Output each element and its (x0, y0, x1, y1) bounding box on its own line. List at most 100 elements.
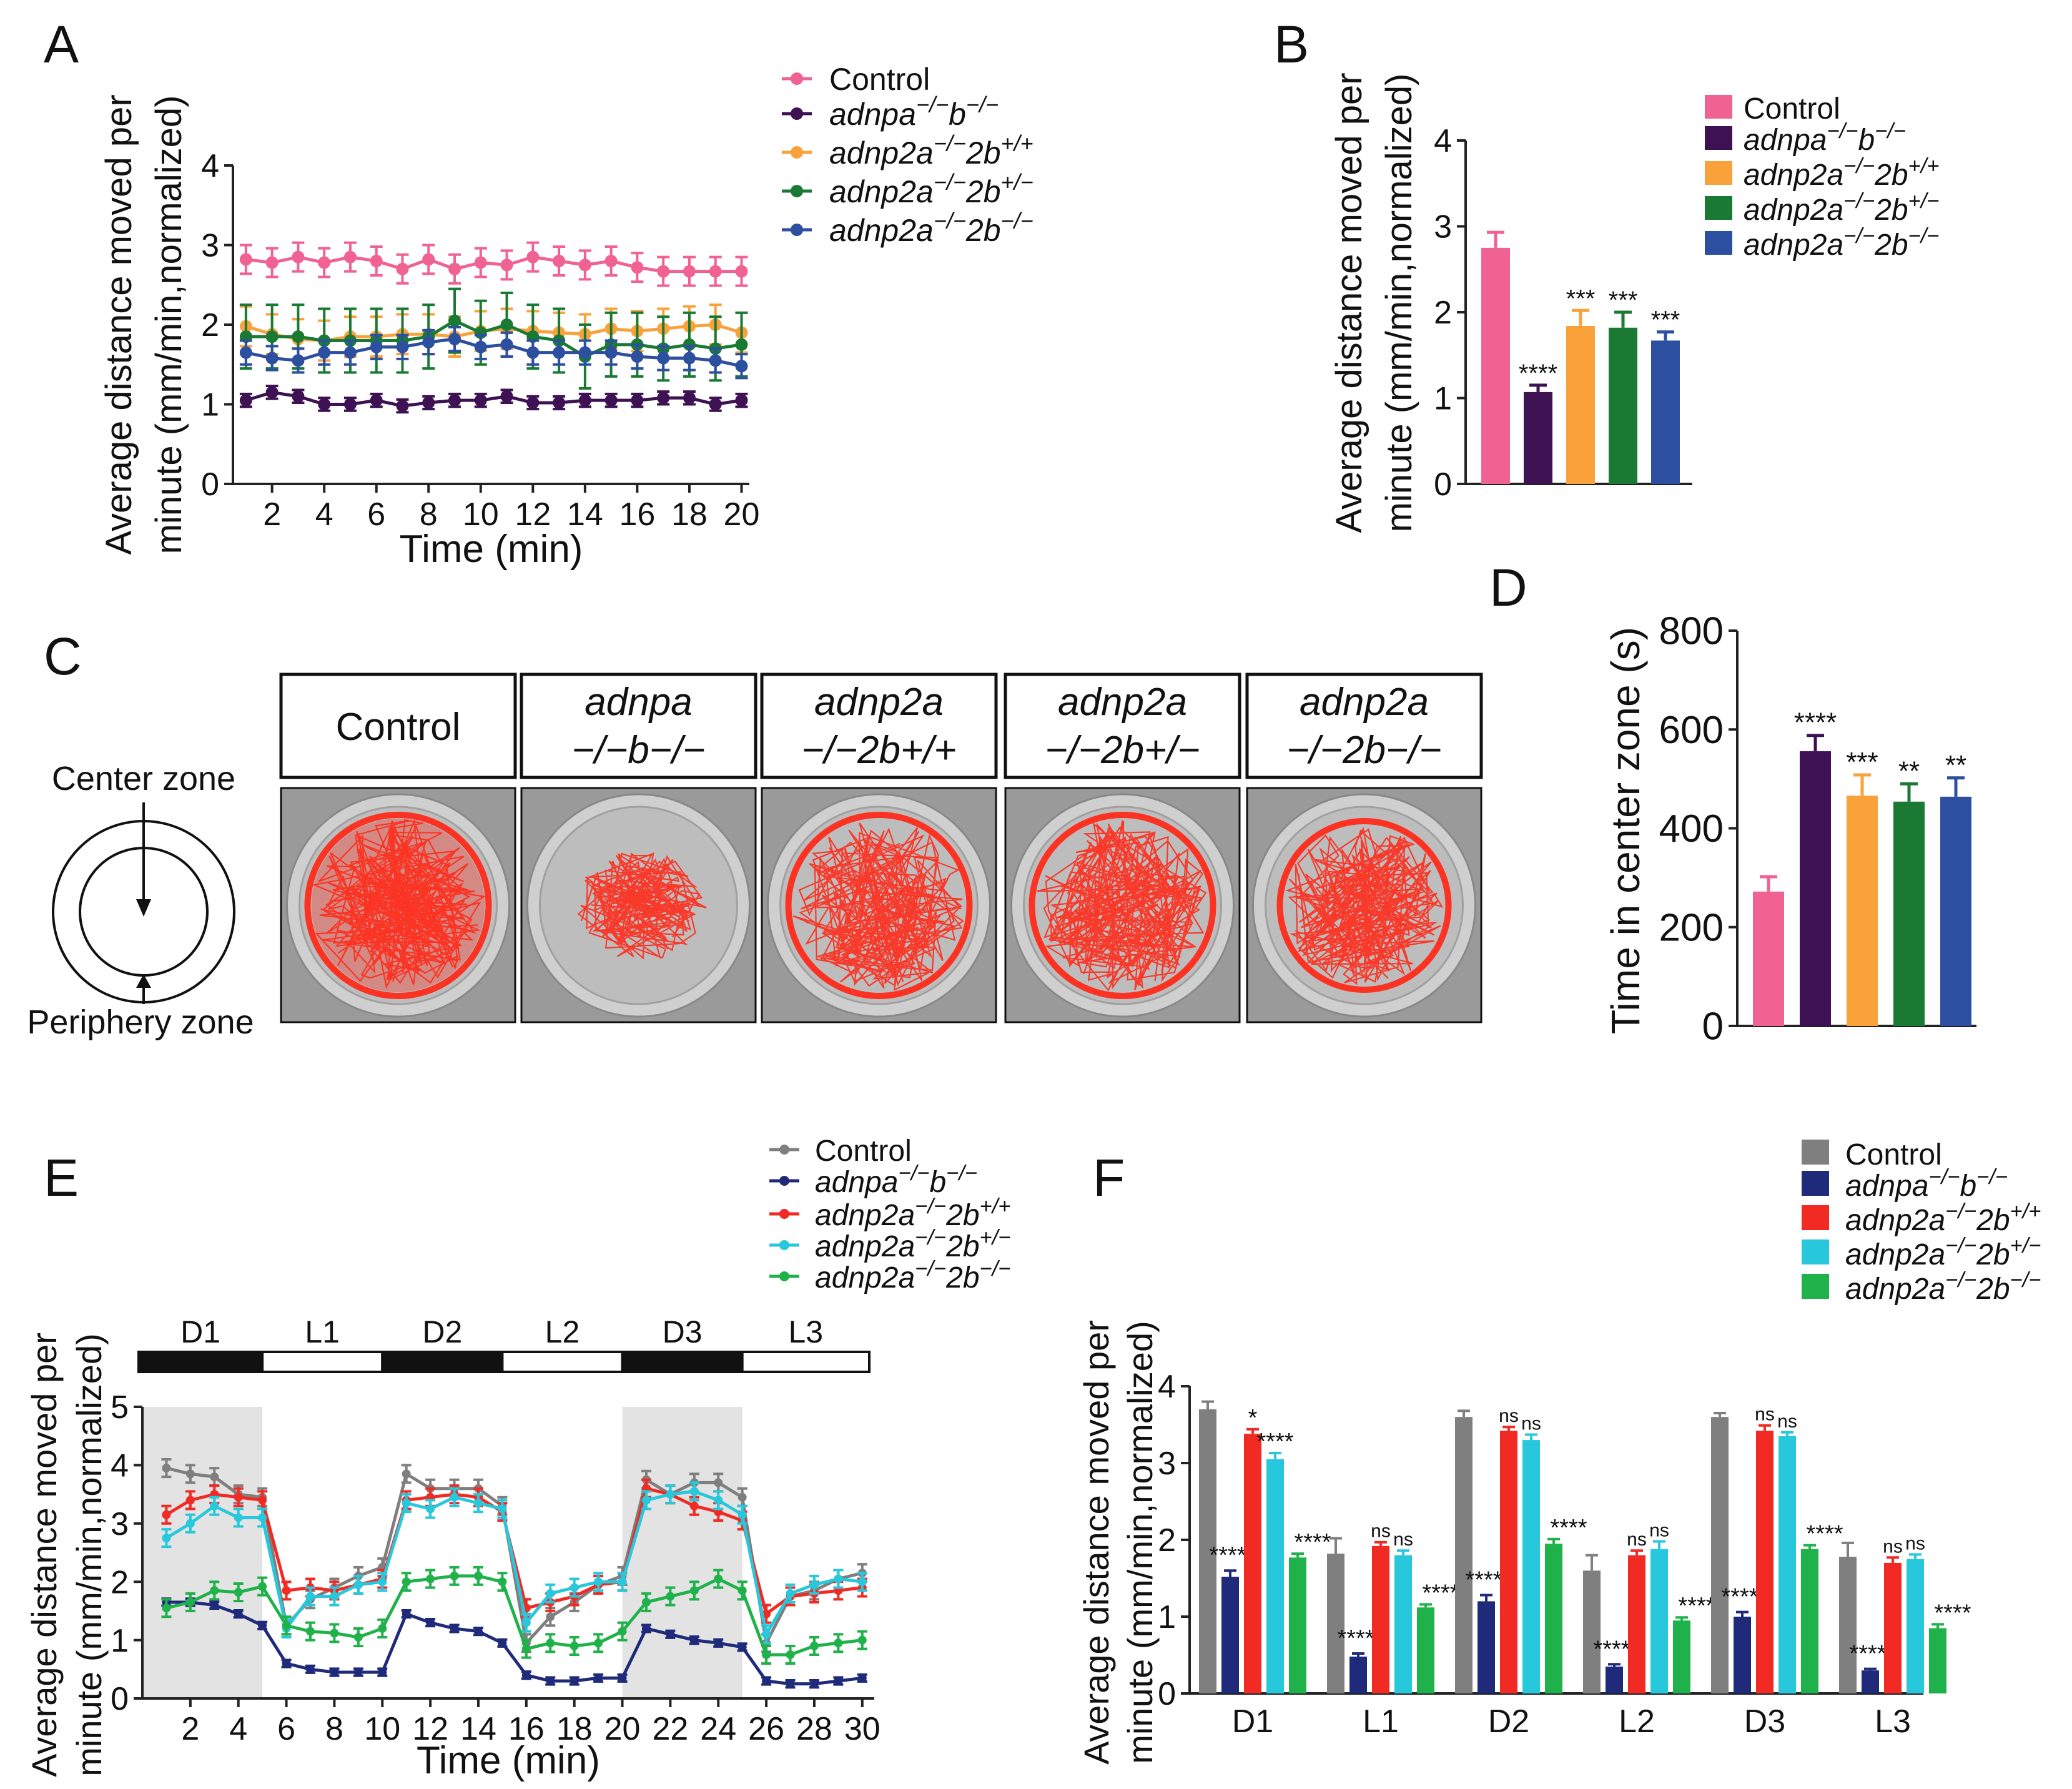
data-point (330, 1667, 339, 1677)
data-point (305, 1665, 315, 1674)
legend-geno-4-mid: 2b (945, 1261, 979, 1294)
legend-swatch (1802, 1274, 1829, 1299)
d-ytick-label: 400 (1659, 807, 1724, 850)
legend-geno-2-sup1: −/− (1843, 154, 1875, 178)
data-point (370, 340, 383, 353)
panel-label-e: E (44, 1148, 79, 1207)
e-ytick-label: 1 (111, 1623, 129, 1659)
significance-label: ** (1945, 750, 1966, 781)
data-point (714, 1478, 723, 1487)
panel-label-d: D (1489, 558, 1527, 617)
header-genotype: adnpa (585, 681, 692, 724)
data-point (578, 394, 591, 407)
bar (1711, 1417, 1729, 1693)
swim-track (577, 852, 707, 960)
data-point (426, 1574, 435, 1584)
data-point (683, 338, 696, 351)
data-point (258, 1621, 267, 1630)
periphery-zone-label: Periphery zone (27, 1003, 254, 1041)
data-point (666, 1630, 675, 1639)
f-category-label: D2 (1488, 1703, 1529, 1740)
a-ytick-label: 3 (201, 228, 219, 264)
data-point (396, 340, 409, 353)
data-point (210, 1501, 219, 1511)
legend-geno-4-sup2: −/− (1908, 224, 1940, 248)
e-xtick-label: 12 (412, 1711, 448, 1747)
bar (1800, 751, 1831, 1026)
data-point (500, 318, 513, 331)
a-legend: Controladnpa−/−b−/−adnp2a−/−2b+/+adnp2a−… (782, 62, 1034, 248)
d-ytick-label: 800 (1659, 610, 1724, 653)
legend-marker (791, 107, 803, 120)
legend-control: Control (1845, 1138, 1942, 1171)
f-ylabel-2: minute (mm/min,normalized) (1120, 1321, 1160, 1764)
legend-geno-1-base: adnpa (829, 97, 916, 132)
track-rim (1276, 818, 1452, 993)
series-4 (161, 1565, 867, 1665)
data-point (234, 1492, 243, 1502)
bar (1417, 1607, 1434, 1693)
data-point (709, 265, 722, 278)
bar (1481, 247, 1510, 484)
bar (1847, 796, 1878, 1026)
data-point (353, 1667, 363, 1677)
data-point (258, 1582, 267, 1591)
significance-label: **** (1593, 1636, 1630, 1662)
significance-label: **** (1934, 1600, 1971, 1626)
legend-geno-1-mid: b (949, 97, 966, 132)
data-point (546, 1676, 555, 1685)
e-xtick-label: 20 (604, 1711, 641, 1747)
data-point (641, 1624, 651, 1633)
bar (1651, 340, 1680, 484)
b-ylabel-2: minute (mm/min,normalized) (1379, 74, 1419, 533)
bar (1734, 1617, 1751, 1693)
data-point (641, 1496, 651, 1505)
legend-geno-2-mid: 2b (965, 136, 1001, 170)
data-point (604, 255, 618, 267)
legend-marker (791, 224, 803, 236)
data-point (292, 330, 305, 343)
track-rim (1029, 812, 1216, 999)
legend-control: Control (829, 62, 930, 97)
legend-geno-3-sup1: −/− (915, 1226, 946, 1249)
e-xtick-label: 18 (556, 1711, 593, 1747)
legend-control: Control (1744, 92, 1840, 126)
significance-label: ns (1883, 1536, 1903, 1557)
data-point (594, 1639, 603, 1648)
legend-geno-4: adnp2a−/−2b−/− (1845, 1268, 2041, 1306)
data-point (709, 398, 722, 411)
b-ytick-label: 1 (1434, 381, 1452, 417)
data-point (282, 1658, 291, 1668)
legend-marker (791, 72, 803, 85)
data-point (683, 352, 696, 365)
data-point (450, 1571, 459, 1580)
data-point (689, 1487, 699, 1496)
a-xtick-label: 12 (515, 496, 551, 533)
legend-geno-2-base: adnp2a (815, 1199, 915, 1232)
data-point (604, 394, 618, 407)
e-xtick-label: 8 (325, 1711, 343, 1747)
legend-geno-2-mid: 2b (945, 1199, 979, 1232)
legend-geno-1-mid: b (929, 1166, 946, 1199)
header-genotype-suffix: −/−2b+/− (1045, 729, 1200, 772)
significance-label: **** (1806, 1521, 1843, 1547)
header-genotype-suffix: −/−b−/− (572, 729, 706, 772)
phase-label: D3 (663, 1314, 703, 1349)
legend-geno-1-mid: b (1960, 1170, 1976, 1203)
a-ytick-label: 2 (201, 307, 219, 343)
f-ytick-label: 3 (1158, 1446, 1176, 1482)
legend-geno-4-mid: 2b (1874, 229, 1908, 262)
data-point (762, 1650, 771, 1659)
legend-geno-4-sup2: −/− (2010, 1268, 2041, 1292)
e-xtick-label: 28 (796, 1711, 832, 1747)
header-genotype: adnp2a (1300, 681, 1429, 724)
significance-label: ns (1649, 1520, 1669, 1540)
e-xtick-label: 30 (844, 1711, 881, 1747)
bar (1839, 1557, 1857, 1693)
data-point (809, 1679, 819, 1688)
data-point (239, 346, 252, 359)
data-point (738, 1492, 747, 1502)
data-point (448, 262, 461, 275)
data-point (378, 1624, 387, 1633)
legend-geno-3-sup2: +/− (1001, 169, 1034, 195)
